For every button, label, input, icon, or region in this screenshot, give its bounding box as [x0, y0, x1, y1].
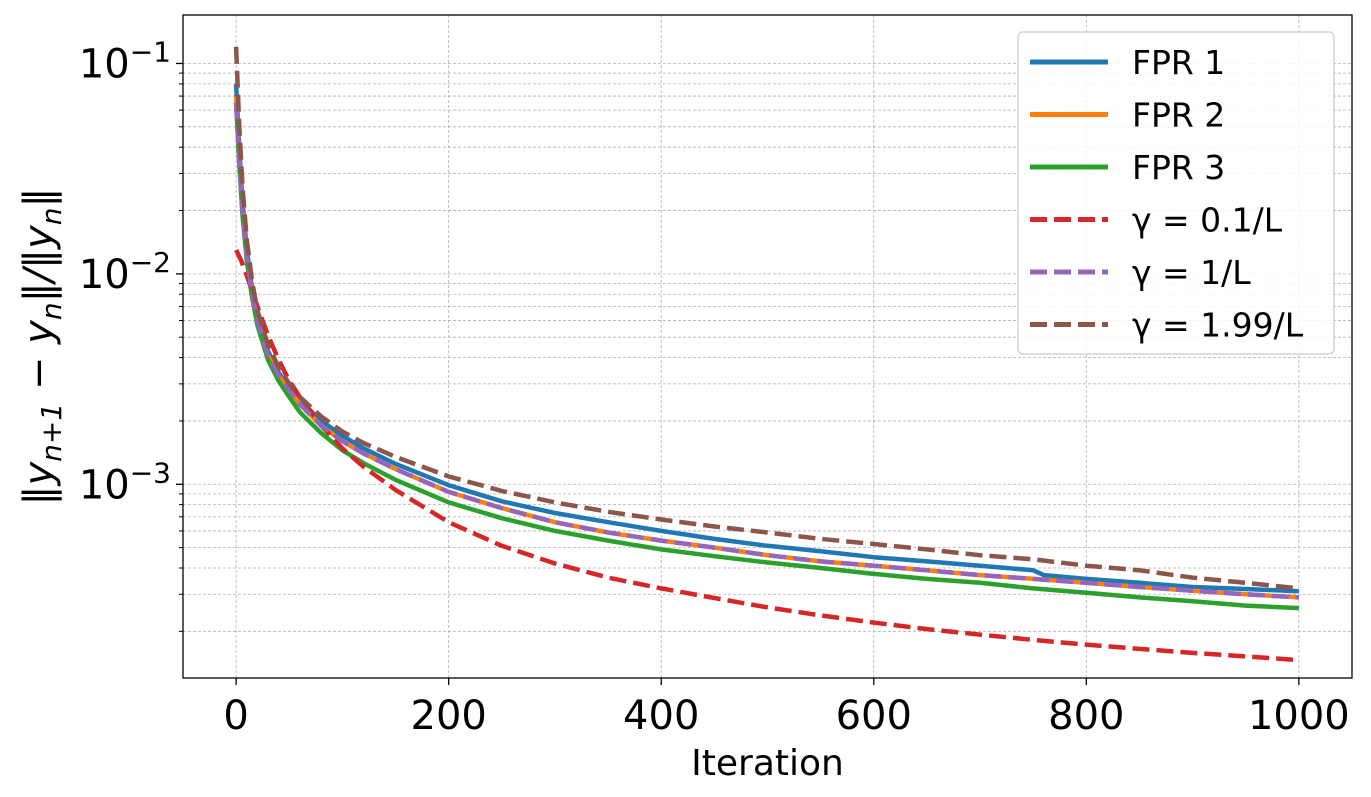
x-tick-label: 600 — [836, 693, 912, 739]
series-line-6 — [233, 46, 1300, 591]
plot-frame — [182, 14, 1353, 679]
x-tick-label: 400 — [623, 693, 699, 739]
y-tick-label: 10−2 — [79, 246, 171, 298]
legend-label: γ = 0.1/L — [1132, 201, 1283, 240]
legend-label: γ = 1/L — [1132, 253, 1251, 292]
series-line-5 — [233, 102, 1300, 600]
legend-label: FPR 2 — [1132, 96, 1225, 135]
y-axis-title: ‖yn+1 − yn‖/‖yn‖ — [16, 188, 68, 506]
series-line-4 — [234, 248, 1300, 663]
x-tick-label: 0 — [223, 693, 248, 739]
x-axis-title: Iteration — [691, 743, 844, 784]
legend-label: FPR 3 — [1132, 148, 1225, 187]
legend: FPR 1 FPR 2 FPR 3 γ = 0.1/L γ = 1/L γ = 1.99/… — [1017, 31, 1335, 355]
x-tick-label: 1000 — [1248, 693, 1350, 739]
legend-label: γ = 1.99/L — [1132, 306, 1304, 345]
legend-label: FPR 1 — [1132, 43, 1225, 82]
axis-ticks: 0 200 400 600 800 1000 10−1 10−2 10−3 — [79, 35, 1350, 739]
y-tick-label: 10−1 — [79, 35, 171, 87]
x-tick-label: 800 — [1048, 693, 1124, 739]
series-lines — [233, 46, 1300, 663]
y-tick-label: 10−3 — [79, 456, 171, 508]
x-tick-label: 200 — [411, 693, 487, 739]
